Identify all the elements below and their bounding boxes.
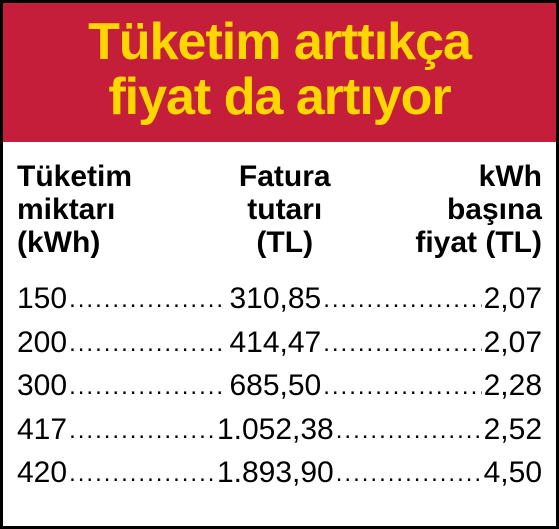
cell-unit-price: 4,50 [484,451,542,495]
title-line-1: Tüketim arttıkça [88,13,471,71]
header-title: Tüketim arttıkça fiyat da artıyor [13,15,546,124]
dot-leader [336,452,482,482]
cell-bill: 310,85 [229,277,321,321]
cell-unit-price: 2,52 [484,408,542,452]
col0-line3: (kWh) [17,226,100,259]
table-row: 150 310,85 2,07 [17,277,542,321]
col2-line2: başına [447,193,542,226]
cell-consumption: 200 [17,321,67,365]
column-headers: Tüketim miktarı (kWh) Fatura tutarı (TL)… [17,160,542,259]
data-rows: 150 310,85 2,07 200 414,47 2,07 300 685,… [17,277,542,495]
dot-leader [323,322,481,352]
cell-bill: 1.052,38 [217,408,334,452]
dot-leader [69,322,227,352]
header-banner: Tüketim arttıkça fiyat da artıyor [3,3,556,142]
cell-unit-price: 2,28 [484,364,542,408]
cell-consumption: 420 [17,451,67,495]
dot-leader [69,452,215,482]
col2-line3: fiyat (TL) [415,226,542,259]
dot-leader [69,409,215,439]
cell-unit-price: 2,07 [484,321,542,365]
col0-line1: Tüketim [17,160,132,193]
cell-consumption: 150 [17,277,67,321]
col0-line2: miktarı [17,193,115,226]
cell-unit-price: 2,07 [484,277,542,321]
table-row: 417 1.052,38 2,52 [17,408,542,452]
cell-bill: 685,50 [229,364,321,408]
col-header-consumption: Tüketim miktarı (kWh) [17,160,206,259]
table-row: 300 685,50 2,28 [17,364,542,408]
cell-consumption: 417 [17,408,67,452]
col1-line3: (TL) [256,226,313,259]
cell-bill: 1.893,90 [217,451,334,495]
dot-leader [323,365,481,395]
main-container: Tüketim arttıkça fiyat da artıyor Tüketi… [0,0,559,529]
dot-leader [69,365,227,395]
col2-line1: kWh [479,160,542,193]
table-row: 200 414,47 2,07 [17,321,542,365]
col1-line1: Fatura [239,160,331,193]
dot-leader [336,409,482,439]
cell-consumption: 300 [17,364,67,408]
dot-leader [69,278,227,308]
table-row: 420 1.893,90 4,50 [17,451,542,495]
col-header-bill: Fatura tutarı (TL) [206,160,364,259]
table-area: Tüketim miktarı (kWh) Fatura tutarı (TL)… [3,142,556,505]
dot-leader [323,278,481,308]
cell-bill: 414,47 [229,321,321,365]
title-line-2: fiyat da artıyor [108,68,450,126]
col-header-unit-price: kWh başına fiyat (TL) [364,160,543,259]
col1-line2: tutarı [247,193,322,226]
